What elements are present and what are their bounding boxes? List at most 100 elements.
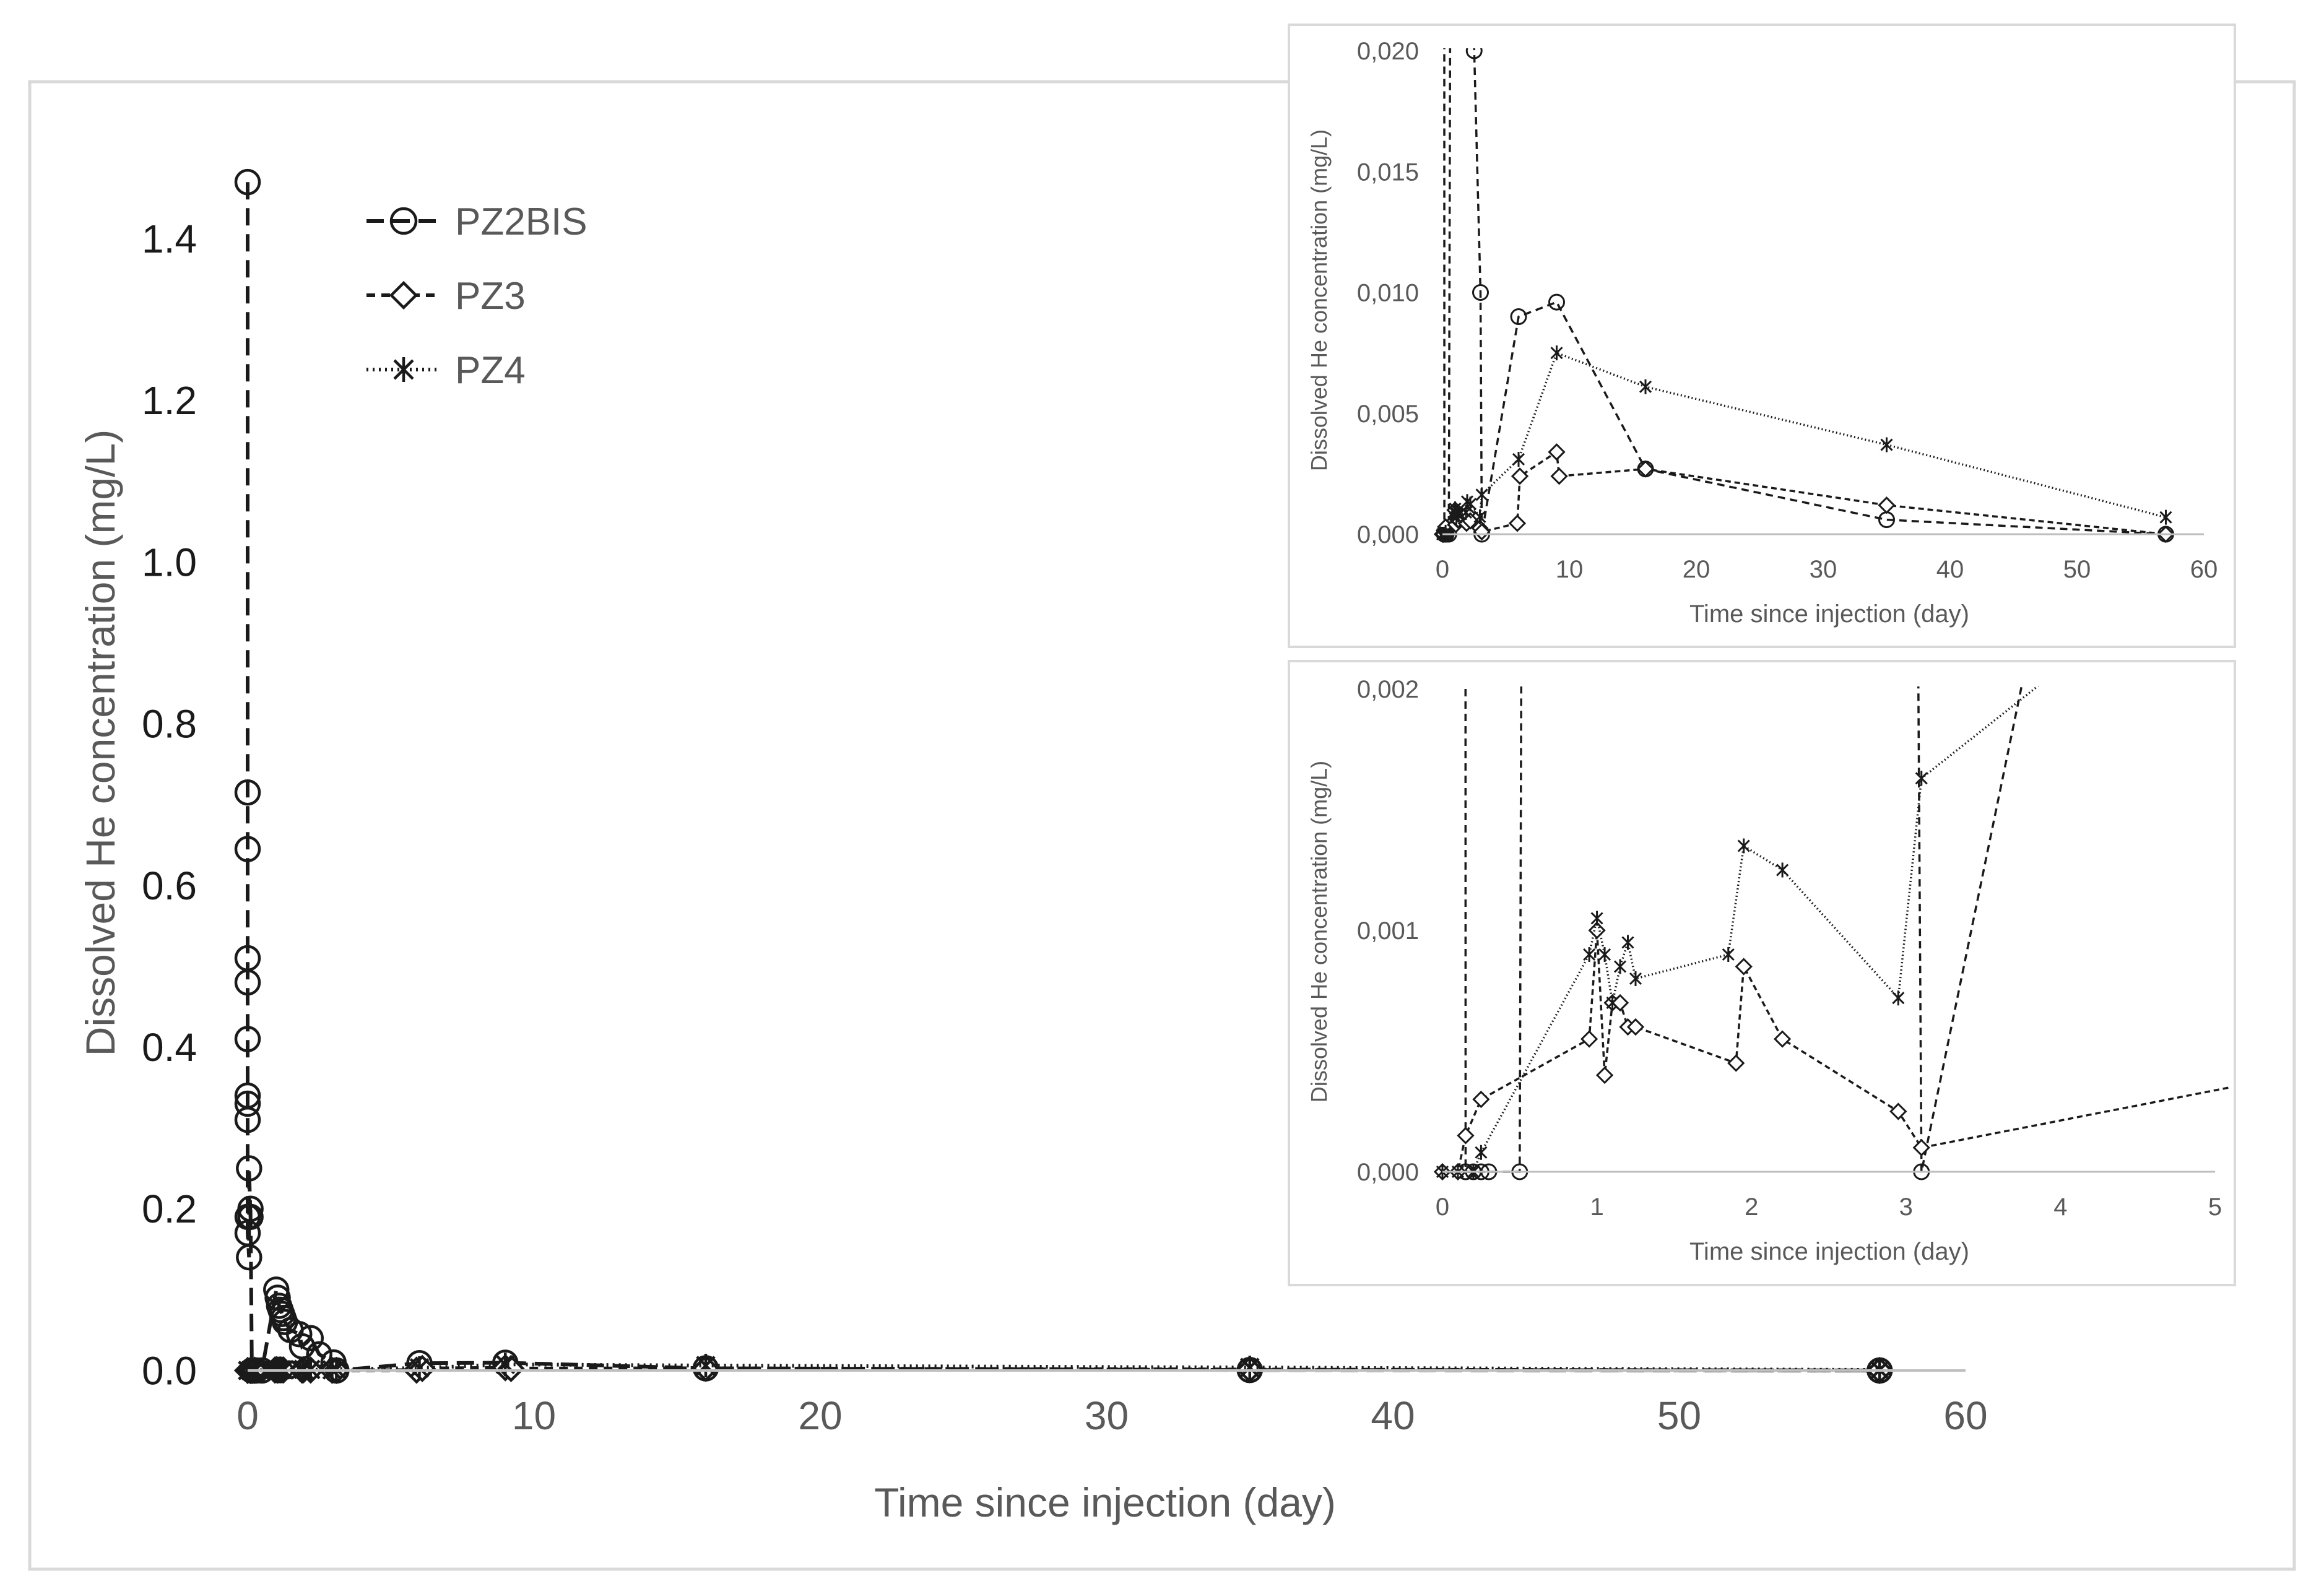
inset-top-point-pz4 <box>1439 524 1452 540</box>
inset-top-point-pz2bis <box>1548 293 1565 311</box>
main-point-pz4 <box>409 1356 430 1380</box>
main-y-tick-label: 1.0 <box>142 540 197 584</box>
inset-top-point-pz4 <box>1512 451 1525 467</box>
main-x-tick-label: 40 <box>1371 1393 1415 1438</box>
main-point-pz2bis <box>234 836 261 862</box>
inset-bottom-point-pz4 <box>1598 947 1611 962</box>
inset-top-x-tick-label: 20 <box>1683 556 1710 583</box>
main-legend: PZ2BIS PZ3 PZ4 <box>366 201 588 392</box>
inset-top-point-pz3 <box>1878 496 1896 514</box>
inset-bottom-point-pz4 <box>1737 838 1750 854</box>
legend-marker-pz3 <box>389 280 418 310</box>
inset-top-y-tick-label: 0,005 <box>1357 400 1419 428</box>
main-point-pz2bis <box>234 779 261 806</box>
inset-top-point-pz3 <box>1636 460 1655 478</box>
legend-label-pz3: PZ3 <box>455 275 526 318</box>
main-y-tick-label: 1.2 <box>142 378 197 423</box>
inset-bottom-x-tick-label: 0 <box>1436 1193 1449 1221</box>
inset-bottom-series-line-pz4 <box>1442 686 2039 1173</box>
inset-bottom-y-tick-labels: 0,000 0,001 0,002 <box>1357 676 1419 1186</box>
main-chart: 0 10 20 30 40 50 60 0.00.20.40.60.81.01.21.4 T… <box>77 168 1988 1525</box>
inset-bottom-point-pz3 <box>1472 1090 1490 1109</box>
inset-top-point-pz2bis <box>1472 284 1489 301</box>
inset-top-point-pz2bis <box>1510 308 1527 326</box>
legend-label-pz4: PZ4 <box>455 349 526 392</box>
inset-bottom-point-pz3 <box>1735 958 1753 976</box>
main-point-pz2bis <box>286 1320 313 1348</box>
main-y-tick-label: 1.4 <box>142 217 197 261</box>
inset-bottom-point-pz3 <box>1580 1030 1598 1048</box>
main-x-tick-label: 0 <box>236 1393 259 1438</box>
main-y-axis-label: Dissolved He concentration (mg/L) <box>77 430 123 1056</box>
main-x-tick-label: 50 <box>1657 1393 1701 1438</box>
inset-bottom-point-pz4 <box>1915 771 1928 786</box>
inset-top-point-pz3 <box>1473 522 1491 541</box>
inset-bottom-x-tick-label: 4 <box>2053 1193 2067 1221</box>
inset-bottom-chart: 0 1 2 3 4 5 0,000 0,001 0,002 Time since inject… <box>1288 660 2236 1286</box>
inset-top-y-tick-label: 0,010 <box>1357 280 1419 307</box>
inset-top-point-pz4 <box>1452 507 1465 522</box>
main-x-tick-label: 60 <box>1943 1393 1987 1438</box>
main-point-pz4 <box>1239 1356 1260 1380</box>
main-x-tick-label: 30 <box>1085 1393 1129 1438</box>
inset-bottom-point-pz4 <box>1590 911 1603 926</box>
inset-top-x-tick-label: 30 <box>1810 556 1837 583</box>
main-x-tick-label: 10 <box>512 1393 556 1438</box>
inset-top-point-pz4 <box>2159 509 2172 525</box>
main-point-pz2bis <box>234 1026 261 1052</box>
inset-bottom-point-pz4 <box>1606 995 1619 1010</box>
main-x-tick-label: 20 <box>798 1393 842 1438</box>
inset-top-x-tick-label: 10 <box>1556 556 1584 583</box>
main-x-tick-labels: 0 10 20 30 40 50 60 <box>236 1393 1987 1438</box>
inset-bottom-point-pz3 <box>1912 1138 1930 1157</box>
main-point-pz2bis <box>237 1203 264 1231</box>
main-point-pz2bis <box>234 969 261 996</box>
inset-top-point-pz4 <box>1475 487 1488 503</box>
inset-bottom-frame <box>1288 660 2236 1286</box>
inset-bottom-point-pz4 <box>1892 990 1905 1006</box>
inset-bottom-point-pz4 <box>1613 959 1627 974</box>
inset-bottom-y-tick-label: 0,000 <box>1357 1159 1419 1186</box>
inset-bottom-point-pz3 <box>1595 1066 1614 1085</box>
inset-bottom-point-pz4 <box>1583 947 1596 962</box>
inset-bottom-point-pz4 <box>1629 971 1642 986</box>
inset-top-point-pz2bis <box>1465 48 1483 59</box>
inset-bottom-x-axis-label: Time since injection (day) <box>1689 1238 1969 1265</box>
inset-bottom-y-axis-label: Dissolved He concentration (mg/L) <box>1306 761 1332 1102</box>
inset-top-point-pz3 <box>1550 467 1568 485</box>
inset-top-x-tick-label: 50 <box>2063 556 2091 583</box>
inset-top-x-axis-label: Time since injection (day) <box>1689 600 1969 628</box>
inset-bottom-point-pz3 <box>1773 1030 1792 1048</box>
inset-bottom-x-tick-label: 3 <box>1899 1193 1913 1221</box>
inset-bottom-point-pz3 <box>1457 1127 1475 1145</box>
legend-marker-pz2bis <box>389 207 418 235</box>
main-y-tick-label: 0.6 <box>142 864 197 908</box>
main-y-tick-label: 0.2 <box>142 1187 197 1231</box>
inset-top-point-pz4 <box>1639 379 1652 394</box>
inset-bottom-point-pz4 <box>1776 862 1789 878</box>
main-point-pz2bis <box>234 1090 261 1117</box>
main-point-pz2bis <box>237 1195 264 1223</box>
inset-top-point-pz3 <box>1508 514 1527 532</box>
inset-bottom-y-tick-label: 0,001 <box>1357 917 1419 945</box>
main-point-pz4 <box>326 1357 347 1381</box>
inset-top-frame <box>1288 24 2236 648</box>
main-point-pz2bis <box>234 168 261 196</box>
inset-bottom-point-pz4 <box>1475 1145 1488 1160</box>
main-point-pz2bis <box>236 1155 262 1182</box>
inset-top-x-tick-labels: 0 10 20 30 40 50 60 <box>1436 556 2218 583</box>
inset-top-point-pz4 <box>1473 509 1486 524</box>
inset-top-point-pz3 <box>1548 443 1566 461</box>
inset-top-y-tick-label: 0,015 <box>1357 158 1419 186</box>
main-point-pz2bis <box>297 1325 324 1352</box>
inset-bottom-x-tick-label: 1 <box>1590 1193 1603 1221</box>
main-plot-area <box>233 168 1894 1385</box>
inset-top-chart: 0 10 20 30 40 50 60 0,0000,0050,0100,0150,020 … <box>1288 24 2236 648</box>
inset-bottom-x-tick-labels: 0 1 2 3 4 5 <box>1436 1193 2222 1221</box>
main-y-tick-label: 0.0 <box>142 1348 197 1393</box>
main-y-tick-labels: 0.0 0.2 0.4 0.6 0.8 1.0 1.2 1.4 <box>142 217 197 1393</box>
inset-top-point-pz4 <box>1880 437 1893 452</box>
inset-bottom-x-tick-label: 2 <box>1745 1193 1758 1221</box>
inset-top-y-tick-label: 0,020 <box>1357 38 1419 65</box>
main-y-tick-label: 0.8 <box>142 702 197 747</box>
